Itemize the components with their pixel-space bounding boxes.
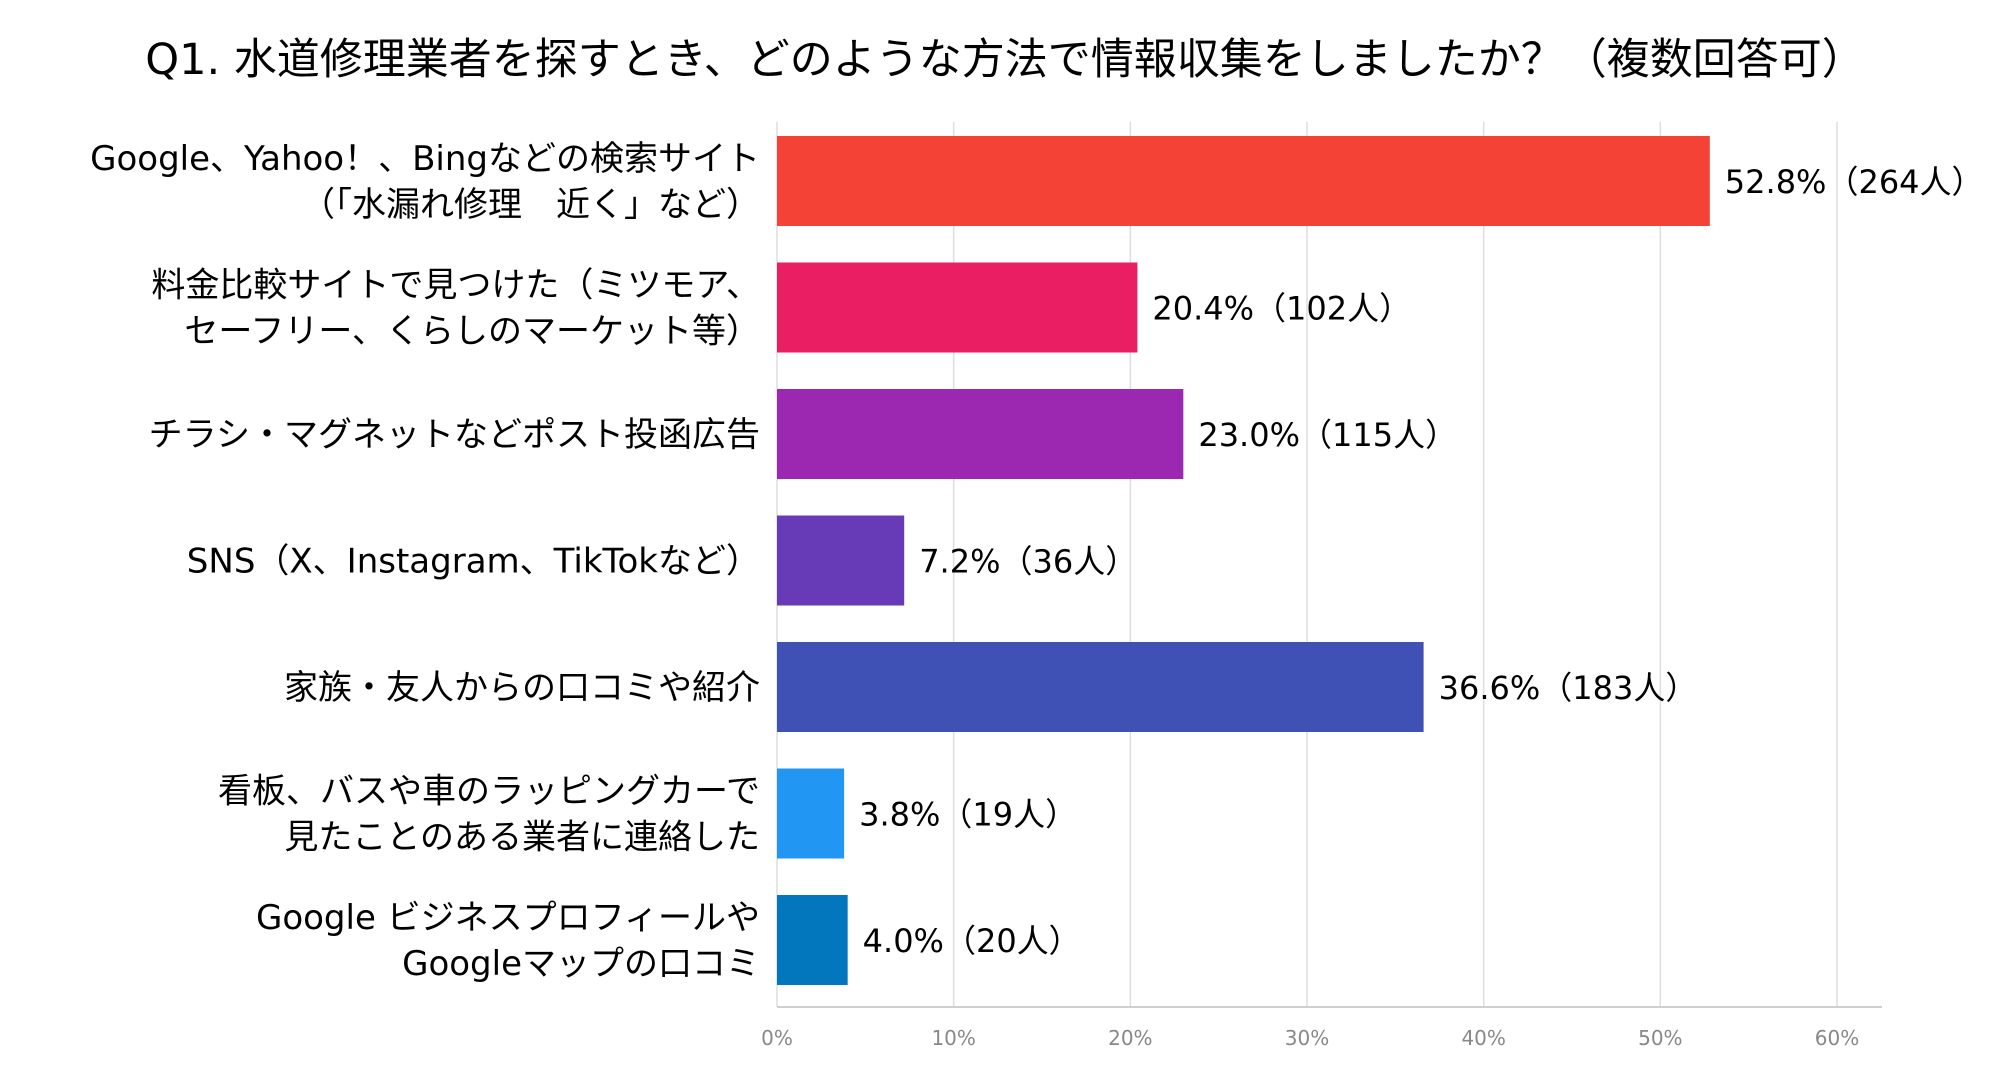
bar-5 — [777, 642, 1424, 732]
category-label-1: （「水漏れ修理 近く」など） — [301, 185, 760, 225]
bar-1 — [777, 136, 1710, 226]
bar-6 — [777, 768, 845, 859]
category-labels: Google、Yahoo！、Bingなどの検索サイト （「水漏れ修理 近く」など）… — [90, 139, 760, 984]
value-label-3: 23.0%（115人） — [1198, 416, 1457, 454]
category-label-6: 見たことのある業者に連絡した — [284, 818, 760, 858]
category-label-2: セーフリー、くらしのマーケット等） — [184, 312, 760, 352]
x-tick-label: 20% — [1108, 1026, 1152, 1050]
x-tick-label: 40% — [1461, 1026, 1505, 1050]
value-label-2: 20.4%（102人） — [1152, 290, 1411, 328]
bar-4 — [777, 515, 905, 606]
category-label-5: 家族・友人からの口コミや紹介 — [284, 668, 760, 708]
value-label-6: 3.8%（19人） — [859, 796, 1077, 834]
category-label-7: Google ビジネスプロフィールや — [256, 898, 760, 938]
category-label-1: Google、Yahoo！、Bingなどの検索サイト — [90, 139, 760, 179]
x-tick-label: 30% — [1285, 1026, 1329, 1050]
category-label-4: SNS（X、Instagram、TikTokなど） — [187, 542, 760, 582]
bars — [777, 136, 1710, 985]
bar-2 — [777, 262, 1138, 353]
x-tick-label: 10% — [931, 1026, 975, 1050]
x-axis-ticks: 0% 10% 20% 30% 40% 50% 60% — [761, 1026, 1859, 1050]
value-label-4: 7.2%（36人） — [919, 543, 1137, 581]
bar-7 — [777, 895, 848, 985]
chart-title: Q1. 水道修理業者を探すとき、どのような方法で情報収集をしましたか？（複数回答… — [145, 35, 1865, 85]
bar-3 — [777, 389, 1184, 479]
value-label-5: 36.6%（183人） — [1439, 669, 1698, 707]
x-tick-label: 0% — [761, 1026, 793, 1050]
value-label-1: 52.8%（264人） — [1725, 163, 1984, 201]
category-label-2: 料金比較サイトで見つけた（ミツモア、 — [151, 266, 760, 306]
category-label-3: チラシ・マグネットなどポスト投函広告 — [149, 415, 760, 455]
category-label-7: Googleマップの口コミ — [402, 944, 760, 984]
value-labels: 52.8%（264人） 20.4%（102人） 23.0%（115人） 7.2%（36… — [859, 163, 1983, 960]
x-tick-label: 60% — [1815, 1026, 1859, 1050]
category-label-6: 看板、バスや車のラッピングカーで — [218, 772, 760, 812]
value-label-7: 4.0%（20人） — [863, 922, 1081, 960]
x-tick-label: 50% — [1638, 1026, 1682, 1050]
